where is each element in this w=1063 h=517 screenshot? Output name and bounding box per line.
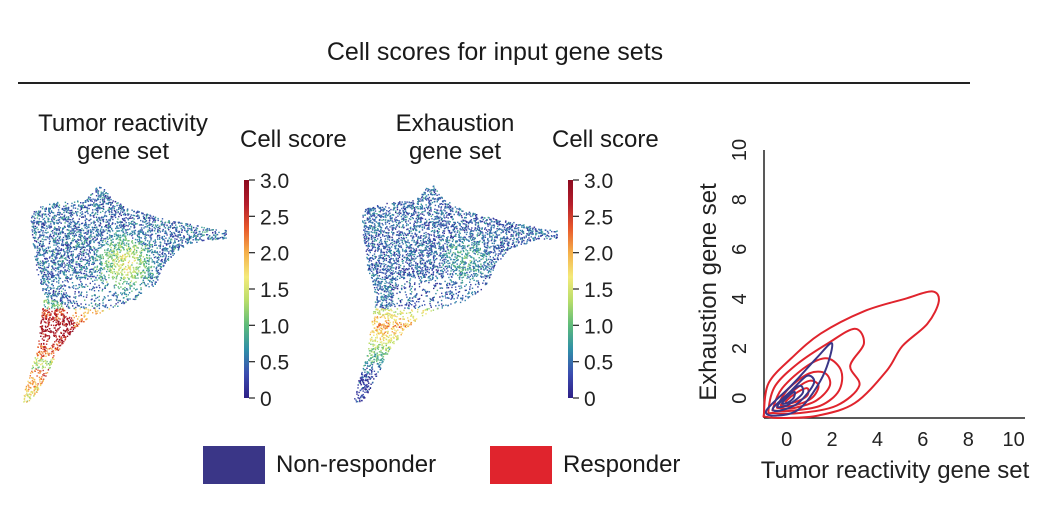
umap1-title: Tumor reactivity gene set: [18, 110, 228, 166]
y-tick-label: 2: [729, 343, 751, 354]
umap1-title-line2: gene set: [76, 138, 170, 165]
colorbar-gradient: [568, 180, 573, 398]
contour-line: [767, 327, 865, 415]
title-rule: [18, 82, 970, 84]
x-tick-label: 6: [917, 429, 928, 451]
colorbar-tick-label: 0.5: [260, 352, 289, 375]
colorbar-tick-label: 1.0: [260, 315, 289, 338]
umap2-title: Exhaustion gene set: [355, 110, 555, 166]
y-tick-label: 10: [729, 139, 751, 161]
umap2-title-line2: gene set: [408, 138, 502, 165]
umap1-title-line1: Tumor reactivity: [38, 110, 208, 137]
colorbar-tick-label: 2.0: [584, 243, 613, 266]
figure-title: Cell scores for input gene sets: [326, 38, 664, 66]
colorbar-tick-label: 1.0: [584, 315, 613, 338]
x-tick-label: 2: [827, 429, 838, 451]
umap-points: [23, 186, 227, 403]
x-tick-label: 4: [872, 429, 883, 451]
y-tick-label: 8: [729, 194, 751, 205]
colorbar-tick-label: 0.5: [584, 352, 613, 375]
x-tick-label: 8: [963, 429, 974, 451]
y-tick-label: 4: [729, 293, 751, 304]
contour-plot: 0 2 4 6 8 10 0 2 4 6 8 10 Tumor reactivity gene set E…: [695, 139, 1030, 483]
umap1-scatter: [23, 186, 227, 403]
contour-line: [762, 290, 940, 420]
colorbar-tick-label: 0: [584, 388, 596, 411]
colorbar2: 3.0 2.5 2.0 1.5 1.0 0.5 0: [568, 170, 613, 411]
legend-label-responder: Responder: [563, 451, 681, 478]
x-tick-label: 10: [1003, 429, 1025, 451]
colorbar-tick-label: 0: [260, 388, 272, 411]
contour-line: [781, 390, 796, 405]
legend-swatch-non-responder: [203, 446, 265, 484]
y-tick-label: 6: [729, 244, 751, 255]
contour-series-non-responder: [764, 342, 834, 417]
x-tick-label: 0: [781, 429, 792, 451]
contour-line: [776, 384, 805, 409]
contour-series-responder: [762, 290, 940, 420]
colorbar-tick-label: 3.0: [584, 170, 613, 193]
y-axis-label: Exhaustion gene set: [695, 183, 722, 401]
legend-label-non-responder: Non-responder: [276, 451, 437, 478]
umap2-title-line1: Exhaustion: [395, 110, 515, 137]
legend-swatch-responder: [490, 446, 552, 484]
contour-line: [764, 342, 834, 417]
colorbar1: 3.0 2.5 2.0 1.5 1.0 0.5 0: [244, 170, 289, 411]
colorbar2-title: Cell score: [552, 126, 659, 153]
colorbar-tick-label: 1.5: [260, 279, 289, 302]
colorbar1-title: Cell score: [240, 126, 347, 153]
umap2-scatter: [354, 185, 558, 403]
y-tick-label: 0: [729, 393, 751, 404]
umap-points: [354, 185, 558, 403]
contour-line: [771, 357, 844, 413]
colorbar-tick-label: 2.0: [260, 243, 289, 266]
x-axis-label: Tumor reactivity gene set: [761, 457, 1030, 483]
colorbar-tick-label: 1.5: [584, 279, 613, 302]
colorbar-tick-label: 2.5: [584, 206, 613, 229]
colorbar-tick-label: 2.5: [260, 206, 289, 229]
colorbar-gradient: [244, 180, 249, 398]
colorbar-tick-label: 3.0: [260, 170, 289, 193]
